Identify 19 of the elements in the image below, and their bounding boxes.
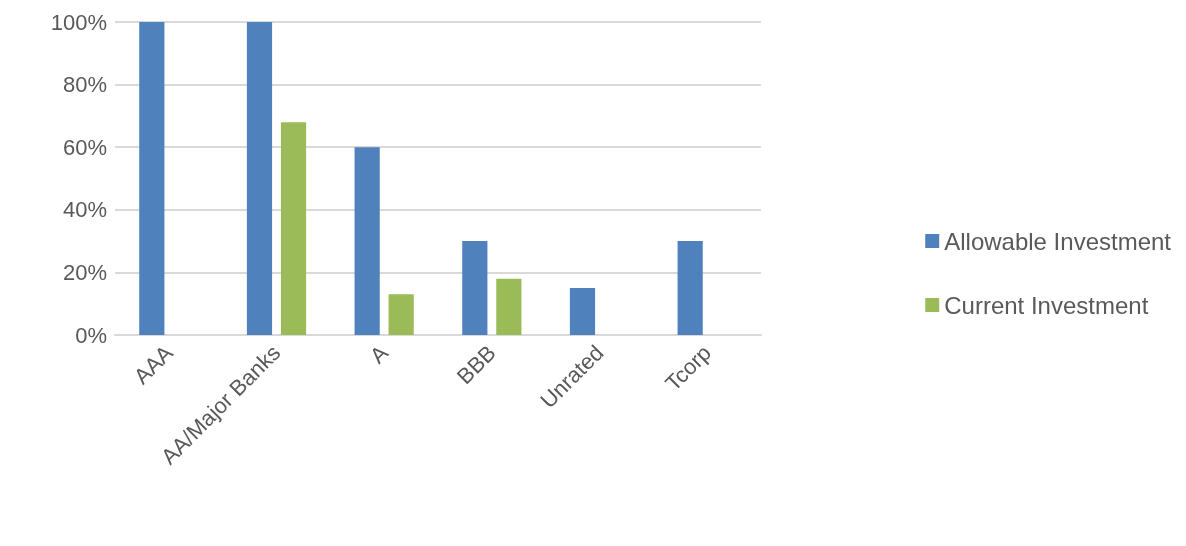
bar — [569, 288, 596, 335]
bar — [496, 278, 522, 335]
y-tick-label: 80% — [62, 72, 107, 98]
legend-label: Current Investment — [944, 291, 1149, 319]
bar — [388, 294, 414, 335]
legend-label: Allowable Investment — [944, 227, 1172, 255]
x-tick-label: AAA — [128, 339, 178, 389]
y-tick-label: 0% — [75, 322, 107, 348]
bar — [139, 22, 165, 335]
y-tick-label: 60% — [62, 134, 107, 160]
bar — [280, 122, 307, 335]
bar — [246, 22, 273, 335]
x-tick-label: A — [364, 339, 394, 369]
y-tick-label: 20% — [62, 259, 107, 285]
bar — [677, 241, 703, 335]
bar — [354, 147, 380, 335]
y-tick-label: 100% — [50, 9, 107, 35]
bar — [462, 241, 488, 335]
y-tick-label: 40% — [62, 197, 107, 223]
